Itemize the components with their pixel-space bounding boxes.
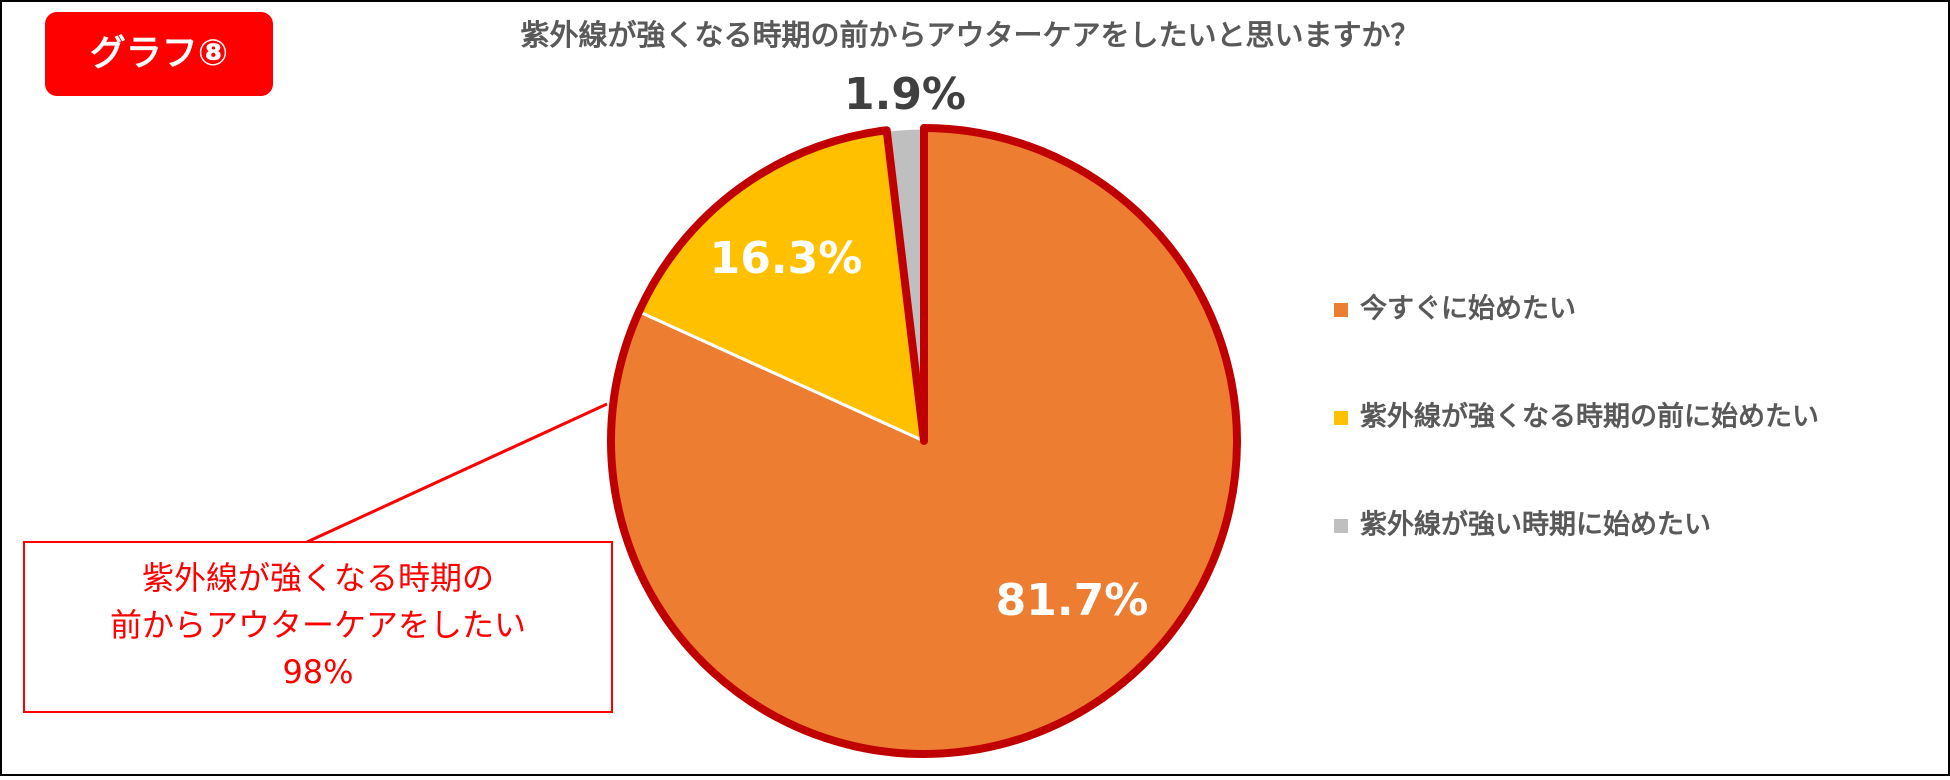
chart-title: 紫外線が強くなる時期の前からアウターケアをしたいと思いますか？ — [520, 18, 1419, 52]
data-label: 81.7% — [996, 575, 1149, 626]
connector — [306, 402, 608, 544]
highlight-outline — [607, 124, 1241, 758]
legend-label: 今すぐに始めたい — [1360, 293, 1576, 325]
annotation-box — [23, 541, 613, 713]
legend-marker — [1334, 303, 1348, 317]
annotation-text: 98% — [282, 653, 353, 691]
badge-text: グラフ⑧ — [90, 33, 228, 74]
legend-label: 紫外線が強い時期に始めたい — [1360, 509, 1711, 541]
legend-marker — [1334, 411, 1348, 425]
annotation-text: 紫外線が強くなる時期の — [142, 559, 494, 597]
legend-marker — [1334, 519, 1348, 533]
badge — [45, 12, 273, 96]
data-label: 1.9% — [844, 69, 966, 120]
data-label: 16.3% — [710, 233, 863, 284]
legend-label: 紫外線が強くなる時期の前に始めたい — [1360, 401, 1819, 433]
annotation-text: 前からアウターケアをしたい — [110, 606, 526, 644]
